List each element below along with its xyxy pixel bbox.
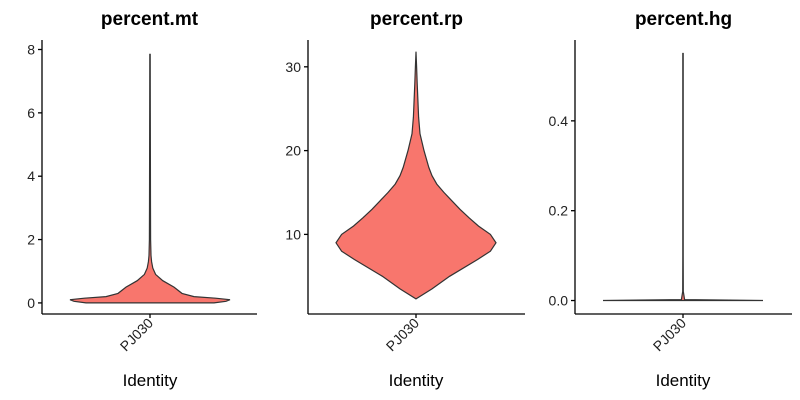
- y-tick-label: 8: [27, 42, 35, 58]
- y-tick-label: 6: [27, 105, 35, 121]
- y-tick-label: 2: [27, 232, 35, 248]
- y-tick-label: 20: [285, 143, 301, 159]
- violin-pj030: [602, 52, 764, 302]
- y-tick-label: 0.0: [549, 293, 569, 309]
- x-axis-label: Identity: [123, 371, 178, 390]
- chart-title: percent.rp: [370, 9, 463, 30]
- chart-panel-3: percent.hg 0.0 0.2 0.4 PJ030 Identity: [549, 9, 792, 390]
- y-tick-label: 30: [285, 59, 301, 75]
- y-tick-label: 0.4: [549, 113, 569, 129]
- x-tick-label: PJ030: [650, 315, 690, 355]
- y-tick-label: 0: [27, 295, 35, 311]
- chart-panel-2: percent.rp 10 20 30 PJ030 Identity: [285, 9, 525, 390]
- y-tick-label: 10: [285, 226, 301, 242]
- x-axis-label: Identity: [389, 371, 444, 390]
- chart-panel-1: percent.mt 0 2 4 6 8 PJ030 Identity: [27, 9, 257, 390]
- x-tick-label: PJ030: [383, 315, 423, 355]
- y-tick-label: 0.2: [549, 203, 569, 219]
- chart-title: percent.mt: [101, 9, 199, 30]
- violin-pj030: [335, 51, 497, 300]
- violin-pj030: [69, 53, 231, 304]
- y-tick-label: 4: [27, 168, 35, 184]
- chart-title: percent.hg: [635, 9, 732, 30]
- x-tick-label: PJ030: [117, 315, 157, 355]
- x-axis-label: Identity: [656, 371, 711, 390]
